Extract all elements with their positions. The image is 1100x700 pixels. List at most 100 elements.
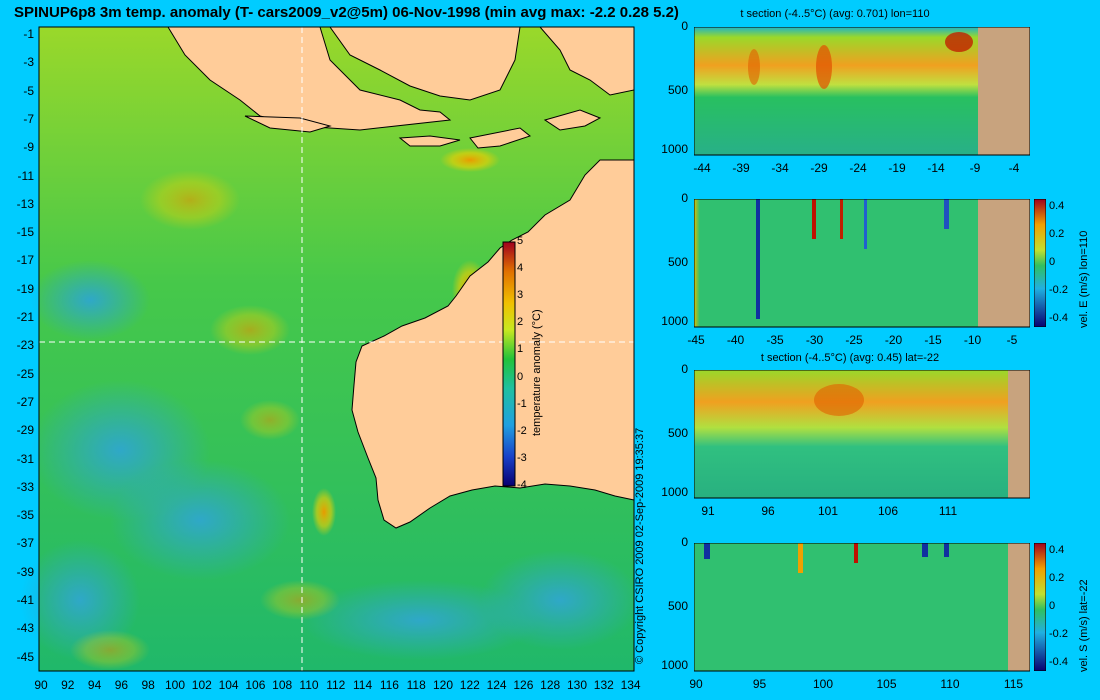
panel-3-y-tick: 0 bbox=[681, 362, 688, 376]
map-lon-tick: 122 bbox=[459, 678, 480, 692]
panel-4-x-tick: 95 bbox=[752, 677, 767, 691]
panel-1-x-tick: -14 bbox=[927, 161, 945, 175]
panel-3-y-tick: 1000 bbox=[661, 484, 688, 499]
map-colorbar-tick: -1 bbox=[517, 397, 527, 410]
panel-3-x-tick: 96 bbox=[761, 504, 775, 518]
map-lon-tick: 104 bbox=[218, 678, 239, 692]
panel-2-x-tick: -20 bbox=[884, 333, 903, 347]
land-islands bbox=[244, 109, 602, 149]
panel-1-y-tick: 500 bbox=[667, 83, 688, 97]
panel-4-x-tick: 90 bbox=[689, 677, 703, 691]
panel-4-colorbar-tick: 0 bbox=[1049, 600, 1056, 612]
panel-1-title: t section (-4..5°C) (avg: 0.701) lon=110 bbox=[740, 8, 930, 20]
panel-3-y-tick: 500 bbox=[667, 426, 688, 440]
map-lat-tick: -27 bbox=[16, 394, 34, 409]
map-lat-tick: -39 bbox=[16, 564, 34, 579]
panel-1-x-tick: -24 bbox=[849, 161, 867, 175]
land-australia bbox=[351, 159, 635, 529]
map-lon-tick: 132 bbox=[593, 678, 614, 692]
map-lat-tick: -7 bbox=[23, 111, 34, 126]
map-colorbar-tick: 0 bbox=[517, 370, 524, 383]
map-frame bbox=[38, 26, 635, 672]
map-svg bbox=[20, 26, 640, 672]
panel-4-colorbar-label: vel. S (m/s) lat=-22 bbox=[1078, 579, 1090, 672]
panel-1-x-tick: -34 bbox=[771, 161, 789, 175]
map-colorbar-tick: -3 bbox=[517, 451, 527, 464]
map-lat-tick: -17 bbox=[16, 253, 34, 268]
panel-2-colorbar-label: vel. E (m/s) lon=110 bbox=[1078, 230, 1090, 328]
map-lon-tick: 98 bbox=[141, 678, 155, 692]
map-lat-tick: -41 bbox=[16, 593, 34, 607]
panel-4-colorbar-tick: 0.2 bbox=[1049, 572, 1065, 584]
map-colorbar-tick: -2 bbox=[517, 424, 527, 437]
map-lon-tick: 102 bbox=[191, 678, 212, 692]
map-lon-tick: 126 bbox=[513, 678, 534, 692]
map-colorbar-label: temperature anomaly (°C) bbox=[531, 309, 543, 436]
map-colorbar-tick: 4 bbox=[517, 262, 524, 275]
map-lon-tick: 90 bbox=[34, 678, 48, 692]
panel-2-y-tick: 1000 bbox=[661, 313, 688, 328]
panel-4-y-tick: 1000 bbox=[661, 657, 688, 672]
map-lat-tick: -5 bbox=[23, 83, 34, 98]
map-lat-tick: -19 bbox=[16, 281, 34, 296]
panel-2-colorbar bbox=[1034, 199, 1046, 327]
panel-4-x-tick: 110 bbox=[940, 677, 960, 691]
panel-2-x-tick: -45 bbox=[687, 333, 705, 347]
map-lon-tick: 120 bbox=[432, 678, 454, 692]
map-lon-tick: 108 bbox=[272, 678, 293, 692]
panel-1-x-tick: -39 bbox=[732, 161, 750, 175]
map-lat-tick: -45 bbox=[16, 649, 34, 664]
panel-3-x-tick: 91 bbox=[701, 504, 715, 518]
map-lat-tick: -29 bbox=[16, 423, 34, 438]
panel-4-colorbar-tick: -0.4 bbox=[1049, 656, 1068, 668]
map-lat-tick: -11 bbox=[17, 168, 34, 183]
panel-3-x-tick: 111 bbox=[938, 504, 958, 518]
map-lon-tick: 110 bbox=[299, 678, 319, 692]
panel-3-plot bbox=[694, 370, 1030, 500]
map-lon-tick: 128 bbox=[540, 678, 561, 692]
map-colorbar-tick: 5 bbox=[517, 235, 524, 247]
panel-4-y-tick: 500 bbox=[667, 599, 688, 613]
map-lat-tick: -9 bbox=[23, 140, 34, 155]
panel-2-colorbar-tick: 0.4 bbox=[1049, 200, 1065, 212]
map-lon-tick: 100 bbox=[164, 678, 186, 692]
map-lon-tick: 114 bbox=[353, 678, 373, 692]
map-lat-tick: -13 bbox=[16, 196, 34, 211]
panel-3-x-tick: 106 bbox=[877, 504, 899, 518]
panel-4-plot bbox=[694, 543, 1030, 673]
map-lon-tick: 106 bbox=[245, 678, 266, 692]
panel-2-x-tick: -15 bbox=[924, 333, 942, 347]
map-lat-tick: -43 bbox=[16, 621, 34, 636]
land-borneo bbox=[329, 26, 521, 101]
map-colorbar-tick: 2 bbox=[517, 316, 524, 329]
panel-1-plot bbox=[694, 27, 1030, 157]
panel-4-y-tick: 0 bbox=[681, 535, 688, 549]
land-java bbox=[167, 26, 452, 131]
panel-1-x-tick: -19 bbox=[888, 161, 906, 175]
map-colorbar bbox=[502, 241, 516, 487]
map-lat-tick: -3 bbox=[23, 55, 34, 70]
map-lat-tick: -35 bbox=[16, 508, 34, 523]
panel-1-y-tick: 1000 bbox=[661, 141, 688, 156]
panel-4-x-tick: 115 bbox=[1003, 677, 1024, 691]
panel-2-x-tick: -10 bbox=[963, 333, 982, 347]
panel-4-colorbar-tick: 0.4 bbox=[1049, 544, 1065, 556]
map-lon-tick: 116 bbox=[379, 678, 399, 692]
panel-1-y-tick: 0 bbox=[681, 19, 688, 33]
map-lat-tick: -23 bbox=[16, 338, 34, 353]
panel-2-y-tick: 500 bbox=[667, 255, 688, 269]
map-colorbar-tick: -4 bbox=[517, 479, 527, 491]
panel-1-x-tick: -44 bbox=[693, 161, 711, 175]
panel-4-colorbar-tick: -0.2 bbox=[1049, 628, 1068, 640]
panel-2-colorbar-tick: 0 bbox=[1049, 256, 1056, 268]
panel-2-x-tick: -25 bbox=[845, 333, 863, 347]
map-lon-tick: 130 bbox=[566, 678, 588, 692]
map-lat-tick: -25 bbox=[16, 366, 34, 381]
panel-4-x-tick: 105 bbox=[876, 677, 897, 691]
map-lat-tick: -37 bbox=[16, 536, 34, 551]
map-lat-tick: -21 bbox=[16, 310, 34, 324]
map-lat-tick: -31 bbox=[16, 451, 34, 466]
panel-3-x-tick: 101 bbox=[817, 504, 839, 518]
panel-2-x-tick: -5 bbox=[1006, 333, 1018, 347]
map-lon-tick: 134 bbox=[620, 678, 641, 692]
